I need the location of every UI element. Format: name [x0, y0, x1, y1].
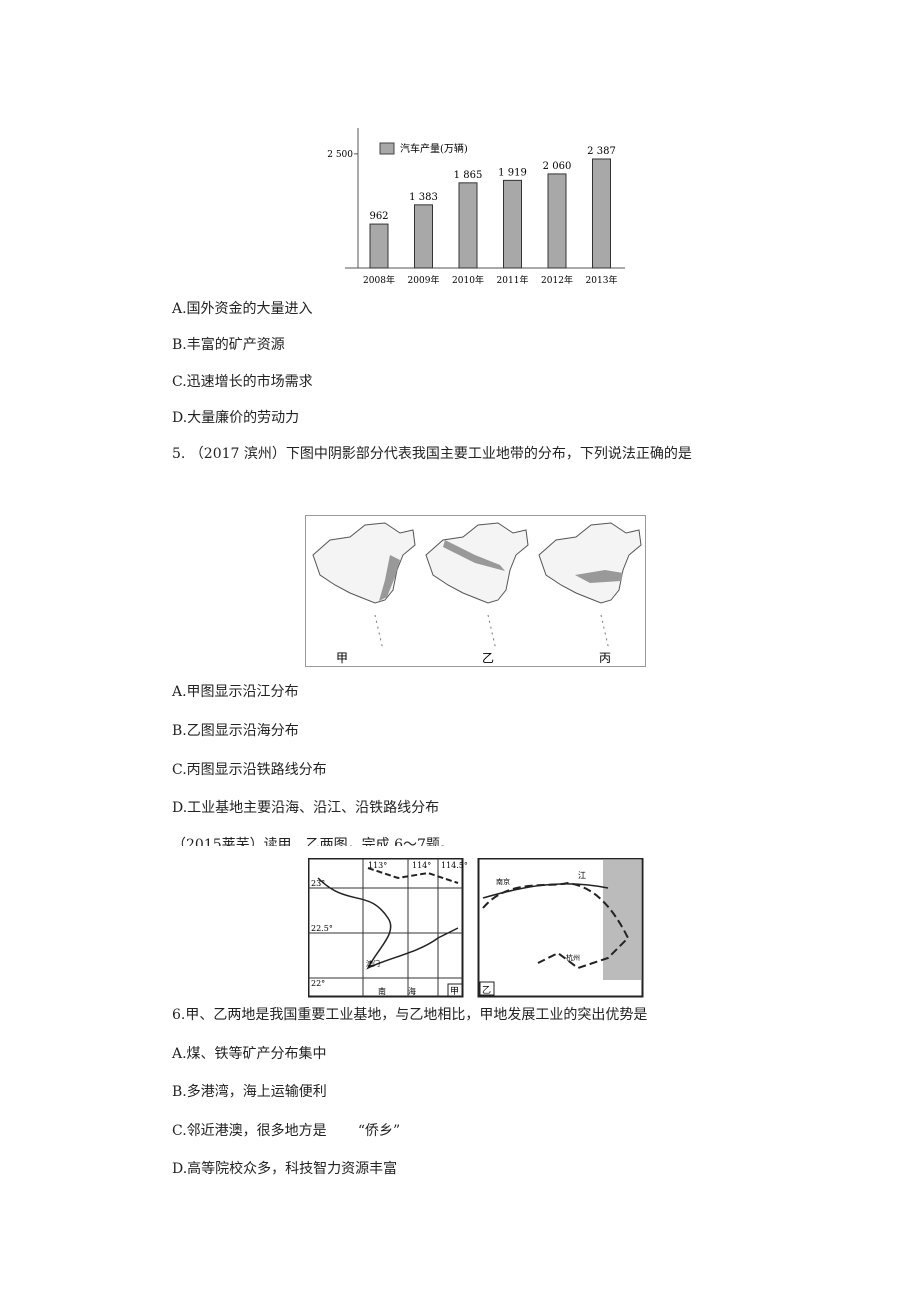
option: B.乙图显示沿海分布: [172, 723, 299, 739]
value-label: 1 919: [498, 167, 527, 178]
bar: [414, 204, 433, 269]
label-box: [479, 981, 495, 996]
map-label: 甲: [336, 651, 348, 665]
sea: [603, 860, 641, 980]
lat-label: 23°: [311, 879, 325, 888]
map-label: 甲: [450, 986, 459, 997]
bar: [547, 173, 567, 269]
china-outline: [538, 522, 642, 604]
bar: [458, 182, 478, 269]
shaded-region: [443, 540, 505, 571]
shaded-region: [575, 570, 623, 583]
option: B.丰富的矿产资源: [172, 337, 285, 353]
question-stem: 5. （2017 滨州）下图中阴影部分代表我国主要工业地带的分布，下列说法正确的…: [172, 446, 692, 462]
china-maps: 甲 乙 丙: [305, 515, 646, 667]
x-tick-label: 2010年: [452, 274, 484, 286]
x-tick-label: 2009年: [408, 274, 440, 286]
option: D.高等院校众多，科技智力资源丰富: [172, 1161, 398, 1177]
lon-label: 114°: [412, 861, 431, 870]
place-label: 南: [378, 986, 386, 996]
lon-label: 113°: [368, 861, 387, 870]
bar: [369, 223, 389, 269]
place-label: 海: [408, 986, 416, 996]
river: [482, 883, 609, 899]
legend-swatch: [379, 142, 395, 155]
option: A.煤、铁等矿产分布集中: [172, 1046, 327, 1062]
place-label: 江: [578, 871, 586, 880]
intro: （2015莱芜）读甲、乙两图，完成 6～7题。: [172, 837, 454, 846]
railway: [367, 867, 459, 884]
map-label: 乙: [482, 651, 494, 665]
option: C.邻近港澳，很多地方是 “侨乡”: [172, 1123, 401, 1139]
x-tick-label: 2011年: [497, 274, 529, 286]
label-box: [447, 983, 463, 997]
option: B.多港湾，海上运输便利: [172, 1084, 327, 1100]
x-tick-label: 2013年: [586, 274, 618, 286]
option: C.丙图显示沿铁路线分布: [172, 762, 327, 778]
value-label: 2 060: [543, 161, 572, 172]
grid: [308, 858, 463, 997]
option: C.迅速增长的市场需求: [172, 374, 313, 390]
lon-label: 114.5°: [441, 861, 468, 870]
y-tick-label: 2 500: [327, 150, 353, 160]
question-stem: 6.甲、乙两地是我国重要工业基地，与乙地相比，甲地发展工业的突出优势是: [172, 1007, 648, 1023]
x-tick-label: 2008年: [363, 274, 395, 286]
option: D.工业基地主要沿海、沿江、沿铁路线分布: [172, 800, 440, 816]
lat-label: 22.5°: [311, 924, 333, 933]
x-tick-label: 2012年: [541, 274, 573, 286]
regional-maps: 113° 114° 114.5° 23° 22.5° 22° 澳门 南 海 甲 …: [308, 858, 644, 998]
option: D.大量廉价的劳动力: [172, 410, 300, 426]
shaded-region: [379, 555, 400, 601]
value-label: 962: [369, 211, 388, 222]
bar: [592, 158, 611, 269]
value-label: 2 387: [587, 146, 616, 157]
bar-chart: 汽车产量(万辆) 2 500 2008年 962 2009年 1 383 2010年 1 8…: [327, 128, 625, 286]
map-label: 丙: [599, 651, 611, 665]
value-label: 1 383: [409, 192, 438, 203]
lat-label: 22°: [311, 979, 325, 988]
map-frame: [308, 858, 464, 998]
value-label: 1 865: [454, 170, 483, 181]
coastline: [317, 877, 459, 970]
option: A.国外资金的大量进入: [172, 301, 313, 317]
place-label: 南京: [496, 877, 510, 886]
option: A.甲图显示沿江分布: [172, 684, 299, 700]
map-label: 乙: [482, 985, 491, 996]
place-label: 杭州: [566, 953, 580, 962]
bar: [503, 179, 522, 269]
legend-label: 汽车产量(万辆): [400, 142, 468, 155]
place-label: 澳门: [366, 959, 380, 968]
railway: [482, 881, 630, 970]
